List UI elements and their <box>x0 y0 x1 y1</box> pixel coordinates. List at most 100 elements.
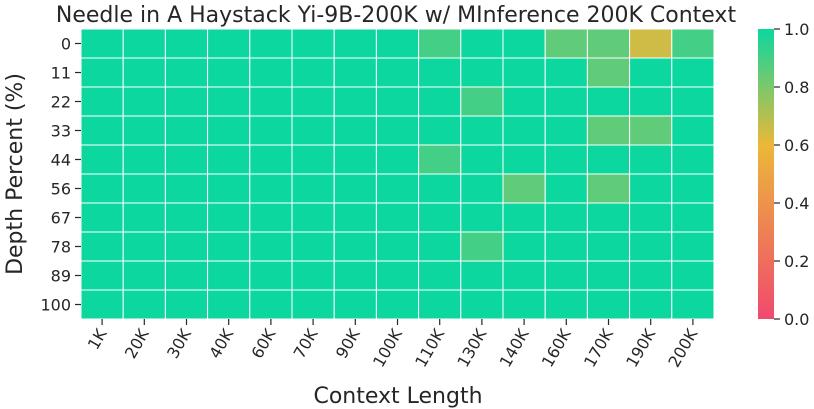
heatmap-cell <box>249 115 293 146</box>
heatmap-cell <box>502 289 546 320</box>
heatmap-cell <box>122 144 166 175</box>
heatmap-cell <box>249 173 293 204</box>
heatmap-cell <box>544 289 588 320</box>
heatmap-cell <box>333 202 377 233</box>
heatmap-cell <box>333 115 377 146</box>
heatmap-cell <box>207 289 251 320</box>
heatmap-cell <box>671 86 715 117</box>
heatmap-cell <box>629 144 673 175</box>
colorbar-tick-label: 0.6 <box>784 136 809 155</box>
x-tick-label: 140K <box>496 325 533 370</box>
heatmap-cell <box>418 115 462 146</box>
heatmap-cell <box>502 28 546 59</box>
heatmap-cell <box>249 202 293 233</box>
y-tick-label: 11 <box>51 64 71 83</box>
heatmap-cell <box>671 202 715 233</box>
heatmap-cell <box>375 202 420 233</box>
heatmap-cell <box>333 173 377 204</box>
heatmap-cell <box>502 173 546 204</box>
x-axis-label: Context Length <box>313 384 482 409</box>
y-tick-label: 78 <box>51 238 71 257</box>
heatmap-cell <box>671 144 715 175</box>
heatmap-cell <box>586 57 631 88</box>
heatmap-cell <box>544 202 588 233</box>
heatmap-cell <box>291 115 335 146</box>
heatmap-cell <box>80 260 124 291</box>
heatmap-cell <box>291 202 335 233</box>
heatmap-cell <box>122 57 166 88</box>
heatmap-cell <box>460 86 504 117</box>
x-tick-label: 110K <box>411 325 448 370</box>
heatmap-cell <box>671 289 715 320</box>
y-tick-label: 0 <box>61 35 71 54</box>
colorbar-tick-label: 0.0 <box>784 310 809 329</box>
heatmap-cell <box>629 260 673 291</box>
heatmap-cell <box>460 202 504 233</box>
x-tick-labels: 1K 20K 30K 40K 60K 70K 90K 100K 110K 130K 140K 160K… <box>84 319 702 371</box>
heatmap-cell <box>291 28 335 59</box>
heatmap-cell <box>164 57 209 88</box>
heatmap-cell <box>249 86 293 117</box>
heatmap-cell <box>375 57 420 88</box>
heatmap-cell <box>80 115 124 146</box>
heatmap-cell <box>460 115 504 146</box>
heatmap-cell <box>80 289 124 320</box>
heatmap-cell <box>544 28 588 59</box>
heatmap-cell <box>629 115 673 146</box>
heatmap-cell <box>460 144 504 175</box>
heatmap-cell <box>544 86 588 117</box>
heatmap-cell <box>291 289 335 320</box>
x-tick-label: 90K <box>332 325 364 362</box>
heatmap-cell <box>333 231 377 262</box>
heatmap-cell <box>586 231 631 262</box>
heatmap-cell <box>586 202 631 233</box>
x-tick-label: 40K <box>205 325 237 362</box>
heatmap-cell <box>207 144 251 175</box>
heatmap-cell <box>249 260 293 291</box>
heatmap-cell <box>629 28 673 59</box>
heatmap-cell <box>418 86 462 117</box>
heatmap-cell <box>207 173 251 204</box>
heatmap-cell <box>80 202 124 233</box>
heatmap-cell <box>164 28 209 59</box>
heatmap-cell <box>629 86 673 117</box>
heatmap-cell <box>586 289 631 320</box>
y-axis-label: Depth Percent (%) <box>3 73 28 275</box>
heatmap-cell <box>544 115 588 146</box>
heatmap-cell <box>629 202 673 233</box>
heatmap-cell <box>122 173 166 204</box>
x-tick-label: 130K <box>453 325 490 370</box>
heatmap-cell <box>80 57 124 88</box>
heatmap-cell <box>375 231 420 262</box>
heatmap-cell <box>418 289 462 320</box>
heatmap-cell <box>291 57 335 88</box>
heatmap-cell <box>80 173 124 204</box>
heatmap-cell <box>164 260 209 291</box>
heatmap-cell <box>671 231 715 262</box>
heatmap-cell <box>375 28 420 59</box>
heatmap-cell <box>502 144 546 175</box>
heatmap-cell <box>418 202 462 233</box>
heatmap-cell <box>460 57 504 88</box>
y-tick-label: 22 <box>51 93 71 112</box>
heatmap-cell <box>460 173 504 204</box>
heatmap-cell <box>502 115 546 146</box>
heatmap-cell <box>375 260 420 291</box>
heatmap-cell <box>80 28 124 59</box>
x-tick-label: 30K <box>163 325 195 362</box>
heatmap-cell <box>544 231 588 262</box>
x-tick-label: 60K <box>247 325 279 362</box>
heatmap-cell <box>122 289 166 320</box>
heatmap-cell <box>418 173 462 204</box>
colorbar-tick-label: 0.2 <box>784 252 809 271</box>
heatmap-cell <box>80 86 124 117</box>
y-tick-label: 67 <box>51 209 71 228</box>
x-tick-label: 170K <box>580 325 617 370</box>
heatmap-cell <box>586 144 631 175</box>
heatmap-cell <box>249 144 293 175</box>
colorbar-tick-labels: 0.0 0.2 0.4 0.6 0.8 1.0 <box>774 20 809 329</box>
heatmap-cell <box>291 231 335 262</box>
colorbar-tick-label: 0.8 <box>784 78 809 97</box>
heatmap-cell <box>418 28 462 59</box>
heatmap-cell <box>375 173 420 204</box>
